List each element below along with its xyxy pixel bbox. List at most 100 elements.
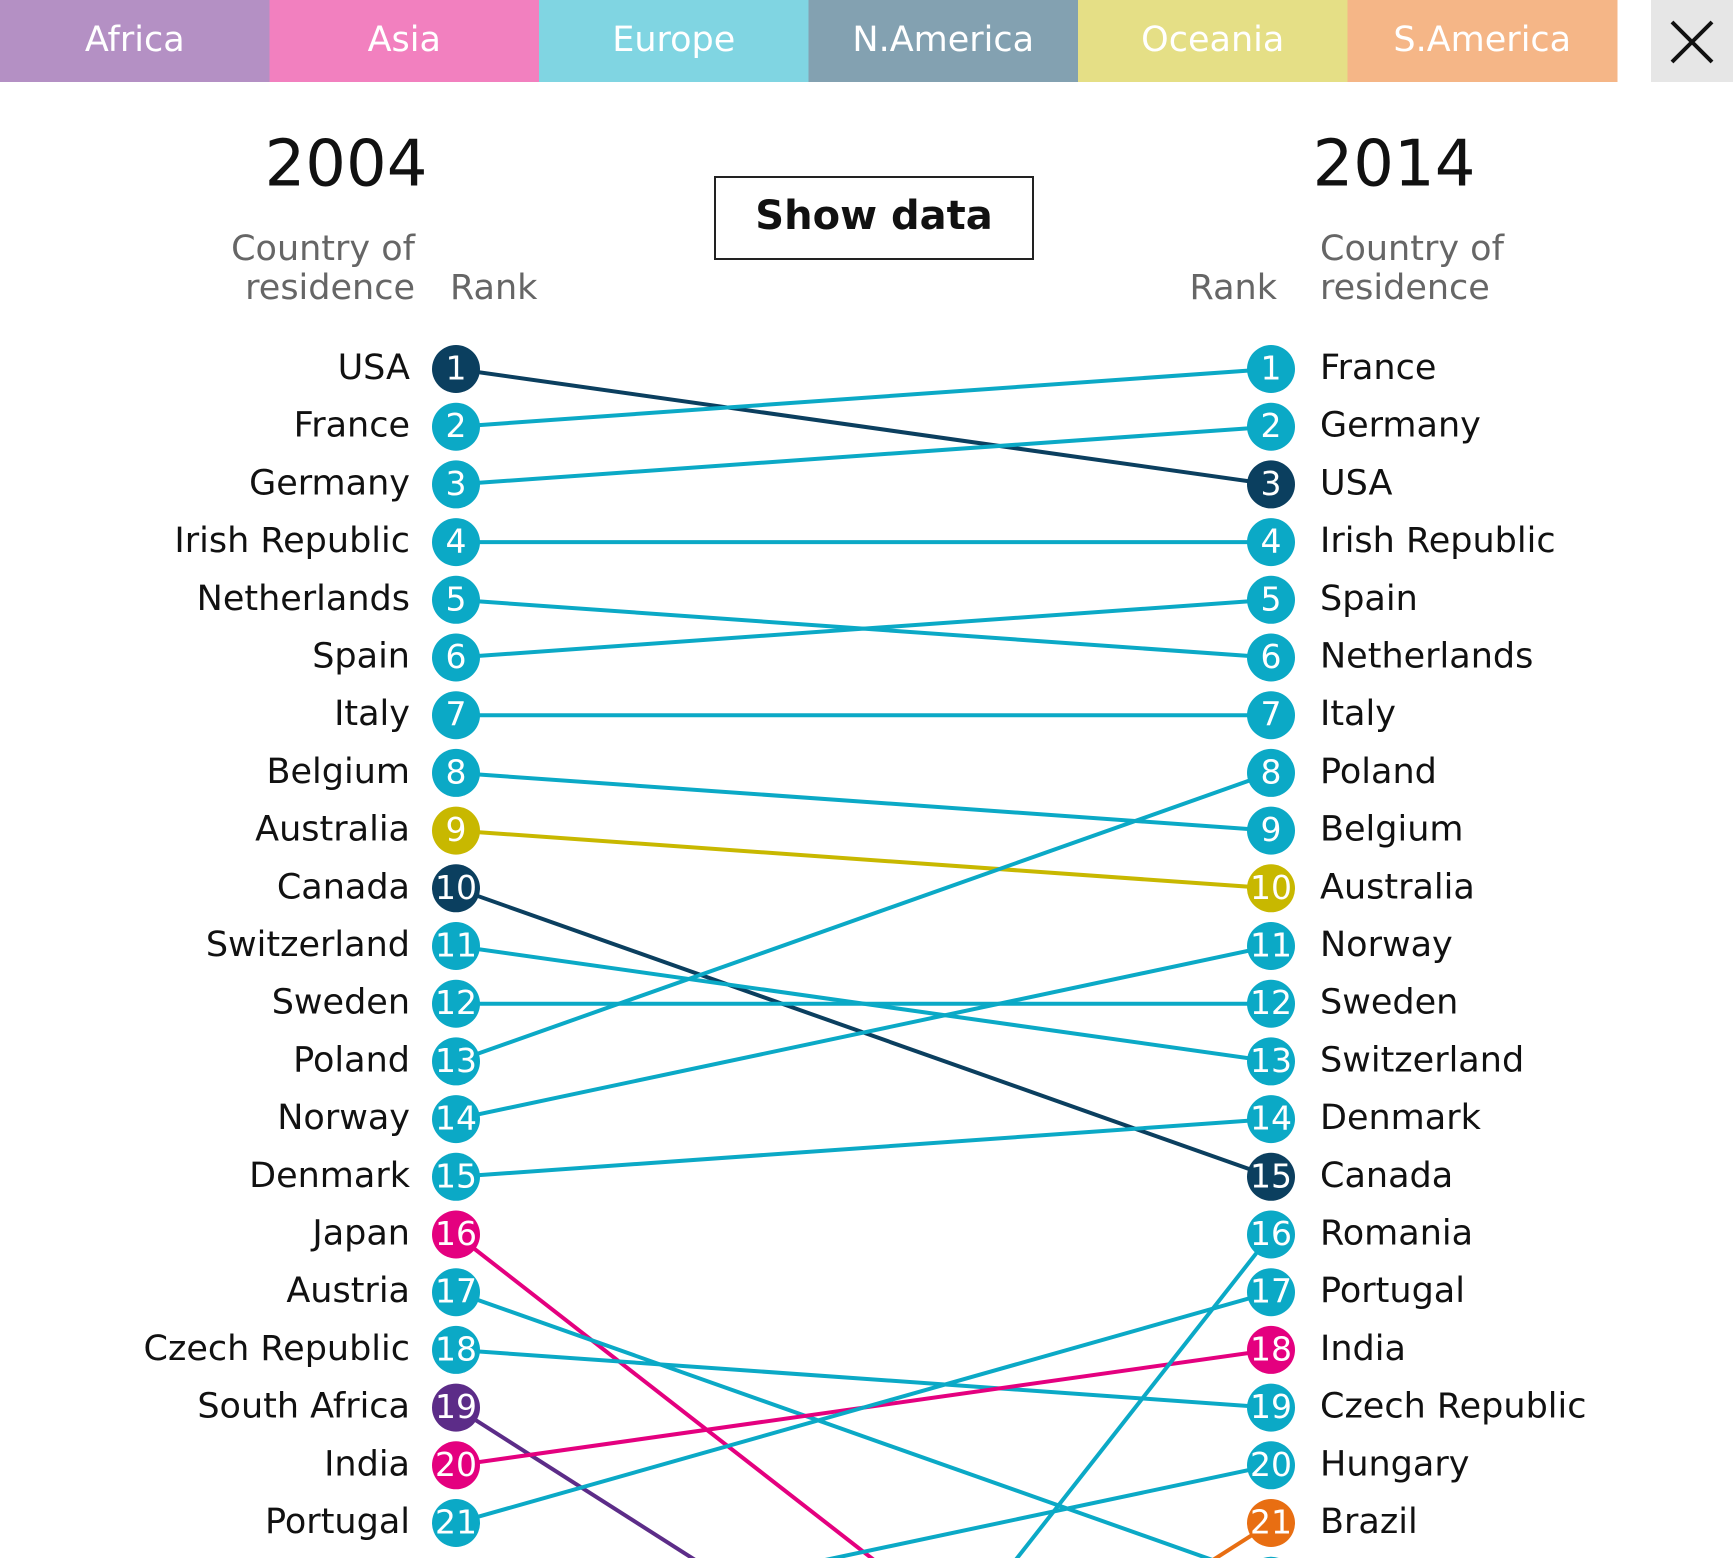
rank-label: 13	[435, 1041, 477, 1080]
rank-label: 19	[1250, 1387, 1292, 1426]
rank-circle	[1247, 575, 1295, 624]
rank-label: 3	[446, 464, 467, 503]
country-label: Switzerland	[206, 925, 410, 965]
country-label: Canada	[277, 867, 410, 907]
country-label: Japan	[310, 1214, 410, 1254]
rank-circle	[1247, 979, 1295, 1028]
rank-circle	[1247, 922, 1295, 970]
continent-tab[interactable]	[0, 0, 270, 82]
country-label: Norway	[1320, 925, 1453, 965]
continent-tab[interactable]	[539, 0, 809, 82]
country-header: Country of residence	[1320, 229, 1505, 308]
country-label: Belgium	[267, 752, 411, 792]
rank-label: 1	[446, 349, 467, 388]
rank-circle	[1247, 864, 1295, 913]
continent-label: Europe	[612, 20, 735, 60]
rank-label: 8	[1261, 752, 1282, 791]
rank-label: 8	[446, 752, 467, 791]
rank-circle	[432, 518, 480, 567]
close-icon	[1670, 20, 1714, 64]
rank-circle	[432, 979, 480, 1028]
country-label: USA	[338, 348, 410, 388]
rank-label: 4	[446, 522, 467, 561]
rank-circle	[432, 748, 480, 797]
slope-line	[1014, 1233, 1273, 1558]
continent-tab[interactable]	[1078, 0, 1348, 82]
rank-label: 1	[1261, 349, 1282, 388]
rank-circle	[432, 864, 480, 913]
country-label: Poland	[1320, 752, 1437, 792]
country-label: Portugal	[265, 1502, 410, 1542]
rank-circle	[432, 1152, 480, 1201]
rank-circle	[1247, 460, 1295, 509]
continent-tabs: Africa Asia Europe N.America Oceania S.Americ…	[0, 0, 1618, 82]
country-label: Italy	[1320, 694, 1396, 734]
rank-label: 10	[435, 868, 477, 907]
continent-tab[interactable]	[269, 0, 540, 82]
country-label: USA	[1320, 463, 1392, 503]
show-data-button[interactable]	[714, 176, 1034, 260]
rank-label: 2	[446, 406, 467, 445]
rank-label: 7	[1261, 695, 1282, 734]
rank-label: 4	[1261, 522, 1282, 561]
rank-circle	[1247, 1095, 1295, 1144]
slope-line	[454, 1405, 696, 1558]
continent-tab[interactable]	[808, 0, 1079, 82]
country-label: Sweden	[272, 983, 410, 1023]
country-label: South Africa	[197, 1387, 410, 1427]
slope-line	[455, 828, 1272, 891]
continent-label: Oceania	[1141, 20, 1284, 60]
country-label: Canada	[1320, 1156, 1453, 1196]
rank-label: 20	[435, 1445, 477, 1484]
rank-circle	[432, 1095, 480, 1144]
rank-circle	[432, 1037, 480, 1086]
continent-tab[interactable]	[1347, 0, 1618, 82]
country-label: Czech Republic	[1320, 1387, 1586, 1427]
country-label: France	[1320, 348, 1436, 388]
rank-circle	[432, 806, 480, 855]
slope-line	[455, 771, 1272, 1064]
slope-line	[455, 424, 1272, 487]
country-header: Country of residence	[231, 229, 416, 308]
slope-line	[454, 1232, 875, 1558]
rank-label: 3	[1261, 464, 1282, 503]
country-label: Spain	[1320, 579, 1418, 619]
rank-label: 9	[1261, 810, 1282, 849]
country-label: Austria	[286, 1271, 410, 1311]
rank-label: 5	[446, 579, 467, 618]
rank-circle	[1247, 1325, 1295, 1374]
right-year: 2014	[1313, 128, 1476, 202]
rank-label: 13	[1250, 1041, 1292, 1080]
rank-label: 2	[1261, 406, 1282, 445]
rank-circle	[432, 691, 480, 740]
country-label: Germany	[249, 463, 410, 503]
slope-line	[455, 770, 1272, 833]
rank-label: 17	[1250, 1272, 1292, 1311]
rank-circle	[432, 1441, 480, 1490]
country-label: Irish Republic	[174, 521, 410, 561]
country-label: Germany	[1320, 406, 1481, 446]
slope-line	[455, 1117, 1272, 1179]
rank-label: 14	[1250, 1099, 1292, 1138]
continent-label: N.America	[852, 20, 1034, 60]
rank-circle	[1247, 1499, 1295, 1547]
rank-circle	[432, 633, 480, 682]
rank-circle	[1247, 345, 1295, 393]
slope-line	[455, 1290, 1272, 1525]
country-label: Norway	[277, 1098, 410, 1138]
country-label: Italy	[334, 694, 410, 734]
country-label: Brazil	[1320, 1502, 1418, 1542]
country-label: Hungary	[1320, 1444, 1469, 1484]
rank-label: 15	[1250, 1156, 1292, 1195]
rank-label: 19	[435, 1387, 477, 1426]
rank-circle	[1247, 1383, 1295, 1432]
country-label: Portugal	[1320, 1271, 1465, 1311]
rank-circle	[432, 1383, 480, 1432]
country-label: India	[324, 1444, 410, 1484]
rank-label: 21	[435, 1503, 477, 1542]
rank-label: 6	[446, 637, 467, 676]
rank-circle	[1247, 1037, 1295, 1086]
rank-circle	[1247, 1210, 1295, 1259]
rank-label: 7	[446, 695, 467, 734]
